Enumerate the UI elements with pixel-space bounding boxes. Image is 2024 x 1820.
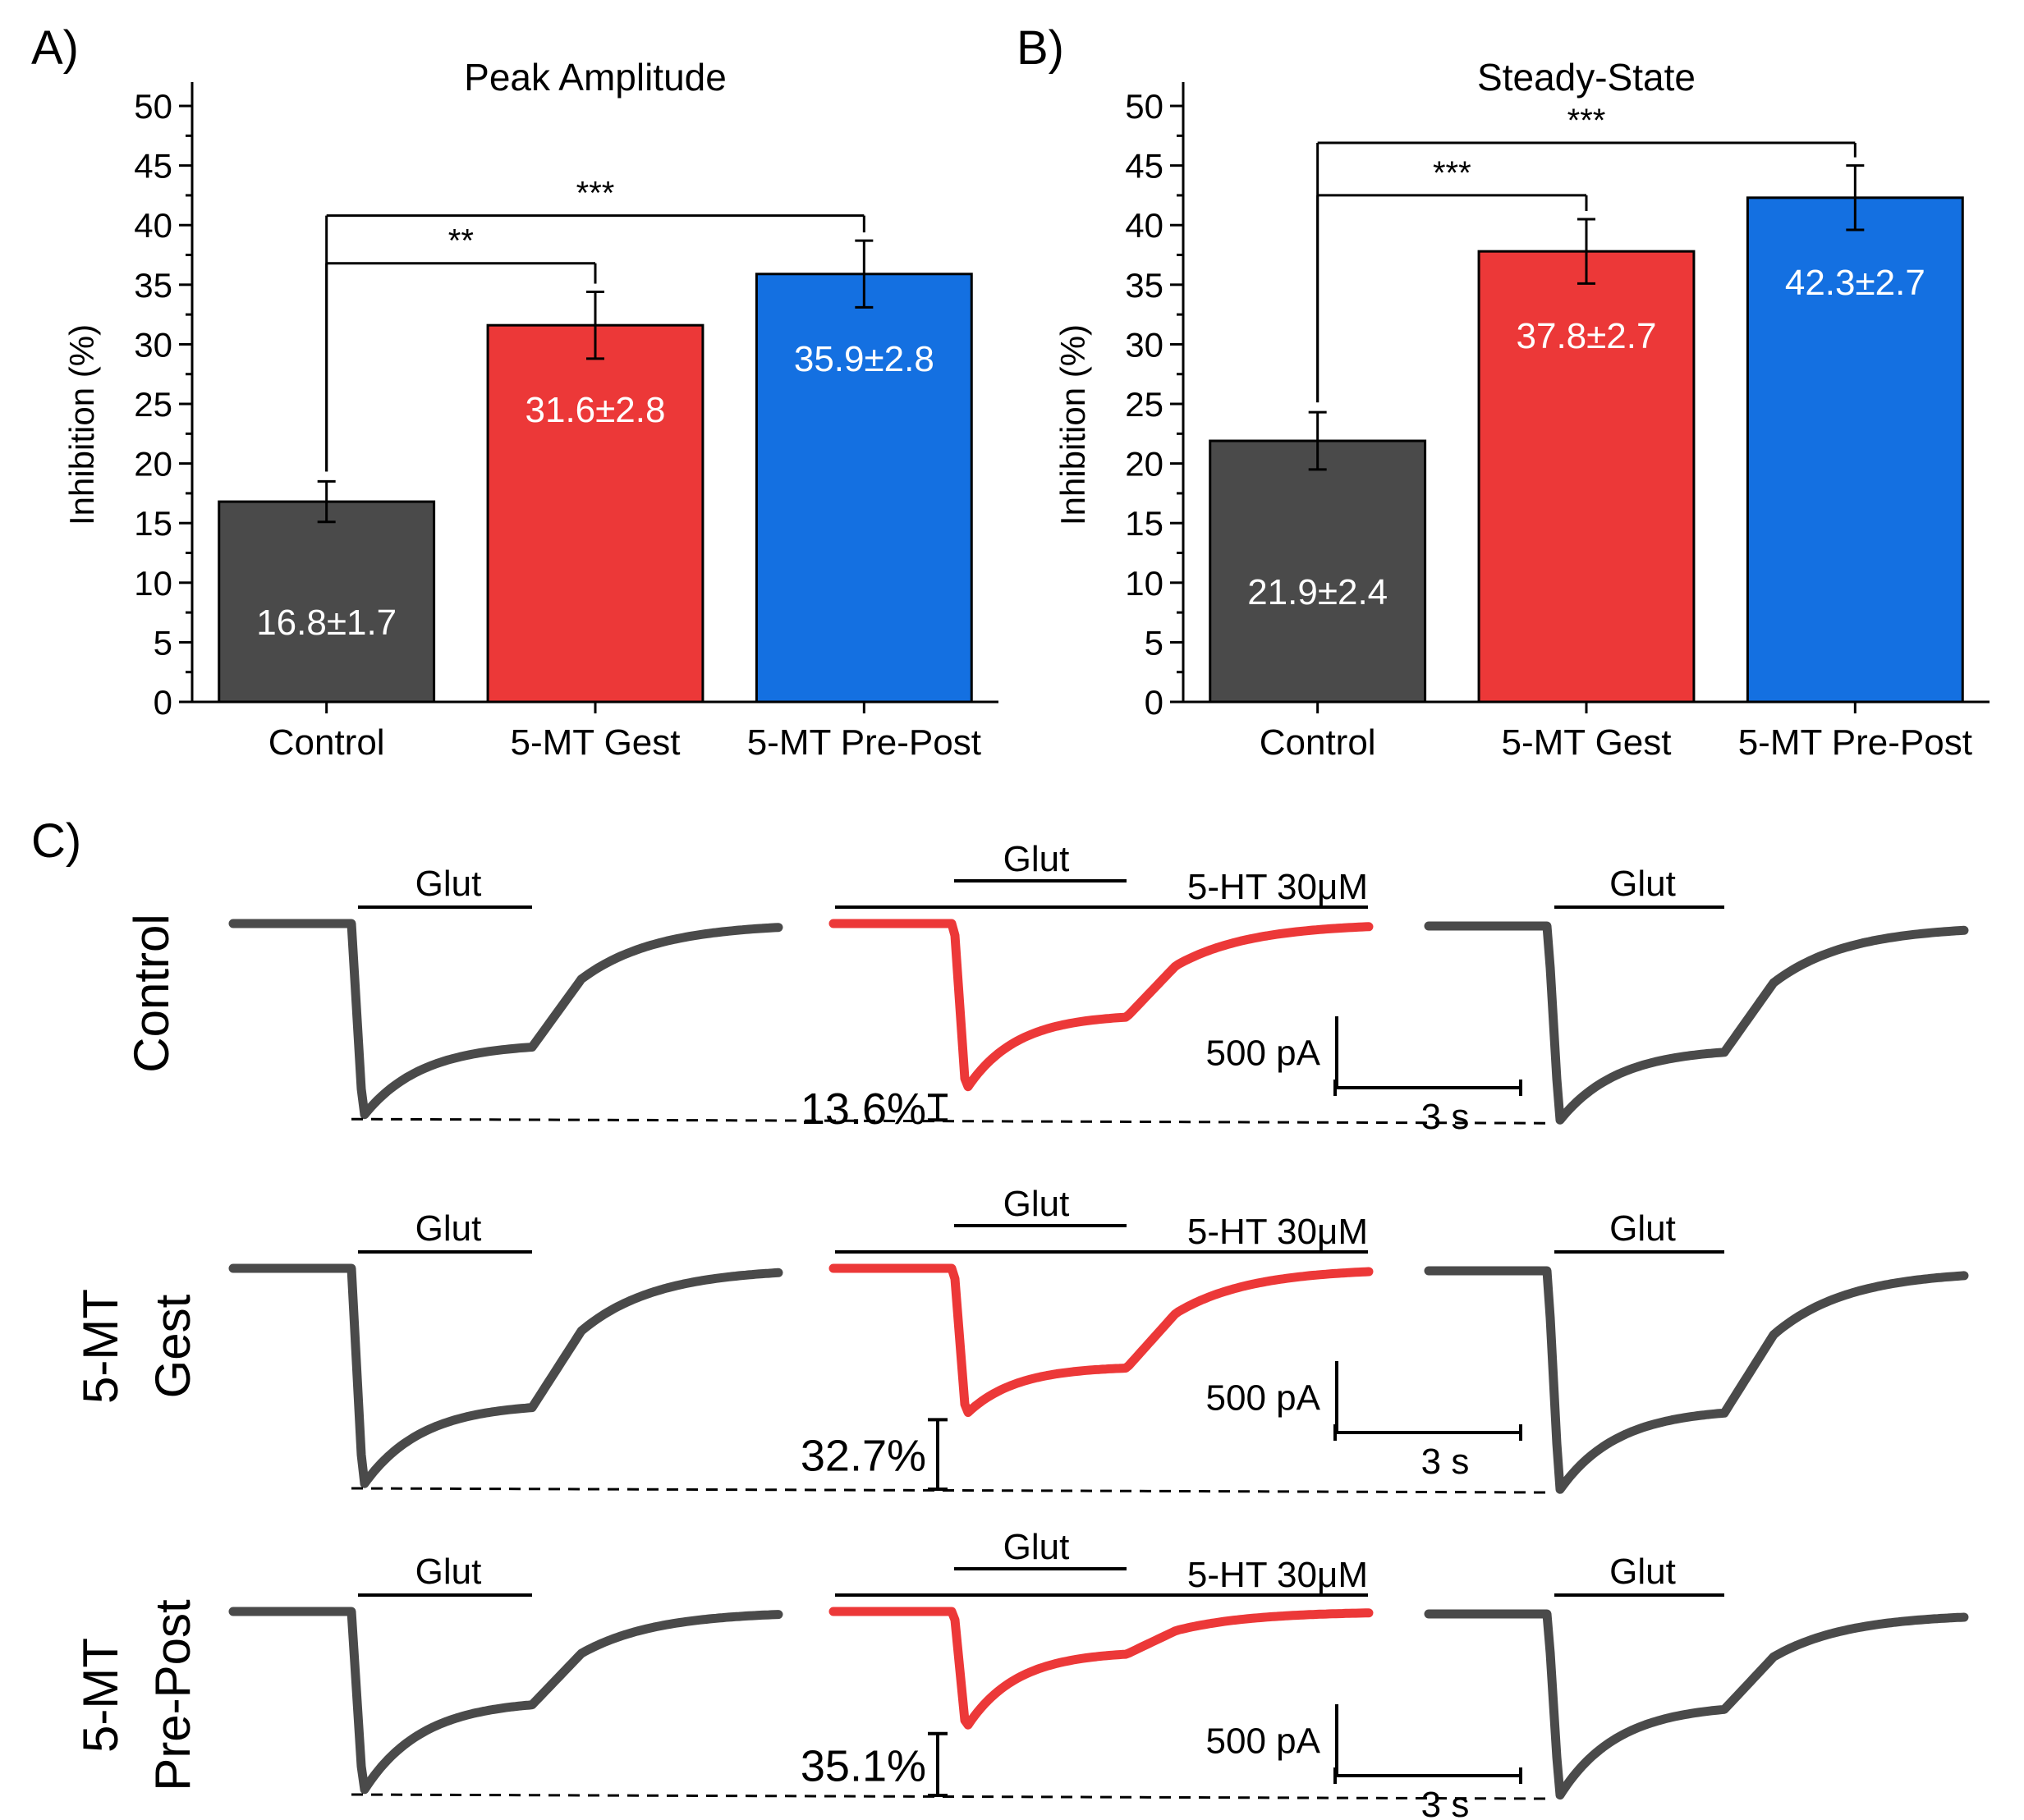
glut-label: Glut <box>1003 1184 1070 1224</box>
glut-label: Glut <box>1003 1527 1070 1567</box>
chart-a-y-tick-label: 10 <box>134 564 172 603</box>
chart-b-x-tick-label: 5-MT Pre-Post <box>1738 722 1972 763</box>
chart-a-y-tick-label: 35 <box>134 266 172 305</box>
inhibition-percent: 13.6% <box>801 1084 926 1134</box>
chart-a-x-tick-label: 5-MT Pre-Post <box>747 722 981 763</box>
chart-a-y-tick-label: 40 <box>134 206 172 245</box>
chart-b-sig-stars: *** <box>1567 103 1606 139</box>
chart-a-y-label: Inhibition (%) <box>62 324 101 525</box>
chart-a-sig-stars: *** <box>576 176 615 212</box>
chart-a-data-label: 35.9±2.8 <box>794 339 934 379</box>
scale-bar-y-label: 500 pA <box>1206 1721 1321 1762</box>
scale-bar-y-label: 500 pA <box>1206 1034 1321 1074</box>
chart-b-y-tick-label: 50 <box>1125 87 1163 126</box>
chart-a-bar <box>755 273 973 704</box>
chart-a-y-tick-label: 15 <box>134 504 172 543</box>
inhibition-percent: 32.7% <box>801 1432 926 1481</box>
ht-label: 5-HT 30μM <box>1187 867 1368 907</box>
scale-bar-y-label: 500 pA <box>1206 1378 1321 1419</box>
chart-steady-state: Steady-State 0 5 10 15 20 25 30 35 40 45 50 Inhibiti… <box>1053 56 1990 763</box>
chart-a-y-tick-label: 0 <box>154 683 172 722</box>
glut-label: Glut <box>1609 864 1676 904</box>
ht-label: 5-HT 30μM <box>1187 1555 1368 1595</box>
chart-b-y-tick-label: 45 <box>1125 147 1163 186</box>
chart-a-x-tick-label: 5-MT Gest <box>510 722 680 763</box>
chart-b-sig-stars: *** <box>1433 155 1471 191</box>
chart-b-y-tick-label: 0 <box>1145 683 1163 722</box>
trace-row-label-line: Pre-Post <box>145 1599 200 1791</box>
peak-reference-line <box>351 1117 1549 1125</box>
glut-label: Glut <box>415 864 482 904</box>
chart-a-data-label: 31.6±2.8 <box>526 390 666 430</box>
trace-row-label: 5-MT Gest <box>73 1289 200 1404</box>
chart-b-y-tick-label: 40 <box>1125 206 1163 245</box>
trace-control-before <box>228 919 783 1120</box>
scale-bar-x-label: 3 s <box>1421 1785 1470 1820</box>
panel-a-letter: A) <box>31 21 79 75</box>
glut-label: Glut <box>1003 839 1070 879</box>
trace-control-before <box>228 1607 783 1795</box>
panel-c-letter: C) <box>31 814 81 868</box>
inhibition-percent: 35.1% <box>801 1741 926 1790</box>
chart-b-bar <box>1209 439 1427 704</box>
chart-peak-amplitude: Peak Amplitude 0 5 10 15 20 25 30 35 40 45 50 Inhibi… <box>62 56 998 763</box>
trace-row-label: Control <box>124 914 179 1072</box>
glut-label: Glut <box>1609 1208 1676 1249</box>
chart-a-y-tick-label: 30 <box>134 325 172 364</box>
trace-control-before <box>228 1263 783 1488</box>
trace-control-washout <box>1424 1609 1969 1800</box>
peak-reference-line <box>351 1487 1549 1494</box>
trace-5ht <box>828 919 1374 1092</box>
chart-b-x-tick-label: 5-MT Gest <box>1501 722 1671 763</box>
chart-b-data-label: 37.8±2.7 <box>1517 316 1657 356</box>
chart-a-bar <box>218 500 436 704</box>
ht-label: 5-HT 30μM <box>1187 1212 1368 1252</box>
chart-b-y-tick-label: 30 <box>1125 325 1163 364</box>
chart-b-bar <box>1477 250 1696 704</box>
chart-b-data-label: 21.9±2.4 <box>1247 572 1388 612</box>
trace-5ht <box>828 1263 1374 1417</box>
peak-reference-line <box>351 1793 1549 1800</box>
chart-a-title: Peak Amplitude <box>464 56 727 99</box>
trace-5ht <box>828 1607 1374 1730</box>
panel-b-letter: B) <box>1017 21 1064 75</box>
chart-a-y-tick-label: 5 <box>154 623 172 662</box>
trace-control-washout <box>1424 921 1969 1125</box>
chart-b-y-tick-label: 5 <box>1145 623 1163 662</box>
chart-b-y-tick-label: 10 <box>1125 564 1163 603</box>
trace-row-label: 5-MT Pre-Post <box>73 1599 200 1791</box>
glut-label: Glut <box>1609 1552 1676 1592</box>
chart-a-y-tick-label: 20 <box>134 445 172 484</box>
trace-panel: Control Glut Glut 5-HT 30μM Glut 13.6% 500 pA 3… <box>73 839 1969 1820</box>
chart-b-data-label: 42.3±2.7 <box>1785 263 1925 303</box>
chart-a-bar <box>486 323 704 704</box>
chart-a-x-tick-label: Control <box>268 722 385 763</box>
chart-b-title: Steady-State <box>1477 56 1696 99</box>
chart-b-bar <box>1746 196 1964 704</box>
chart-a-y-tick-label: 25 <box>134 385 172 424</box>
trace-row-label-line: 5-MT <box>73 1638 128 1753</box>
chart-b-y-tick-label: 20 <box>1125 445 1163 484</box>
chart-b-y-tick-label: 35 <box>1125 266 1163 305</box>
scale-bar-x-label: 3 s <box>1421 1097 1470 1137</box>
chart-a-data-label: 16.8±1.7 <box>256 603 397 643</box>
glut-label: Glut <box>415 1552 482 1592</box>
trace-control-washout <box>1424 1266 1969 1494</box>
trace-row-label-line: Gest <box>145 1294 200 1398</box>
chart-a-sig-stars: ** <box>448 223 474 259</box>
chart-b-y-label: Inhibition (%) <box>1053 324 1092 525</box>
glut-label: Glut <box>415 1208 482 1249</box>
chart-a-y-tick-label: 45 <box>134 147 172 186</box>
trace-row-label-line: Control <box>124 914 179 1072</box>
trace-row-label-line: 5-MT <box>73 1289 128 1404</box>
chart-b-x-tick-label: Control <box>1260 722 1376 763</box>
scale-bar-x-label: 3 s <box>1421 1442 1470 1482</box>
chart-a-y-tick-label: 50 <box>134 87 172 126</box>
chart-b-y-tick-label: 25 <box>1125 385 1163 424</box>
chart-b-y-tick-label: 15 <box>1125 504 1163 543</box>
